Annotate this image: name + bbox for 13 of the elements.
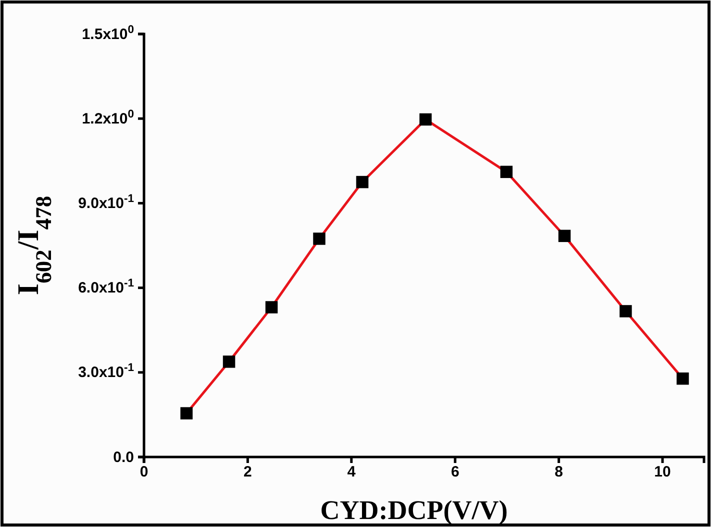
y-tick-label: 1.5x10$^{0}$ [82, 24, 134, 43]
y-tick-label: 6.0x10$^{-1}$ [78, 278, 134, 297]
y-tick-label: 0.0 [113, 448, 134, 466]
x-tick-label: 6 [450, 464, 460, 481]
x-tick-label: 10 [654, 464, 671, 481]
x-tick-label: 2 [244, 464, 252, 481]
y-tick-label: 1.2x10$^{0}$ [82, 108, 134, 128]
x-tick-label: 4 [347, 464, 356, 481]
x-tick-label: 0 [140, 464, 148, 481]
y-tick-label: 3.0x10$^{-1}$ [78, 362, 134, 382]
x-axis-title: CYD:DCP(V/V) [320, 495, 508, 525]
x-tick-label: 8 [554, 464, 563, 481]
y-tick-label: 9.0x10$^{-1}$ [78, 193, 134, 212]
